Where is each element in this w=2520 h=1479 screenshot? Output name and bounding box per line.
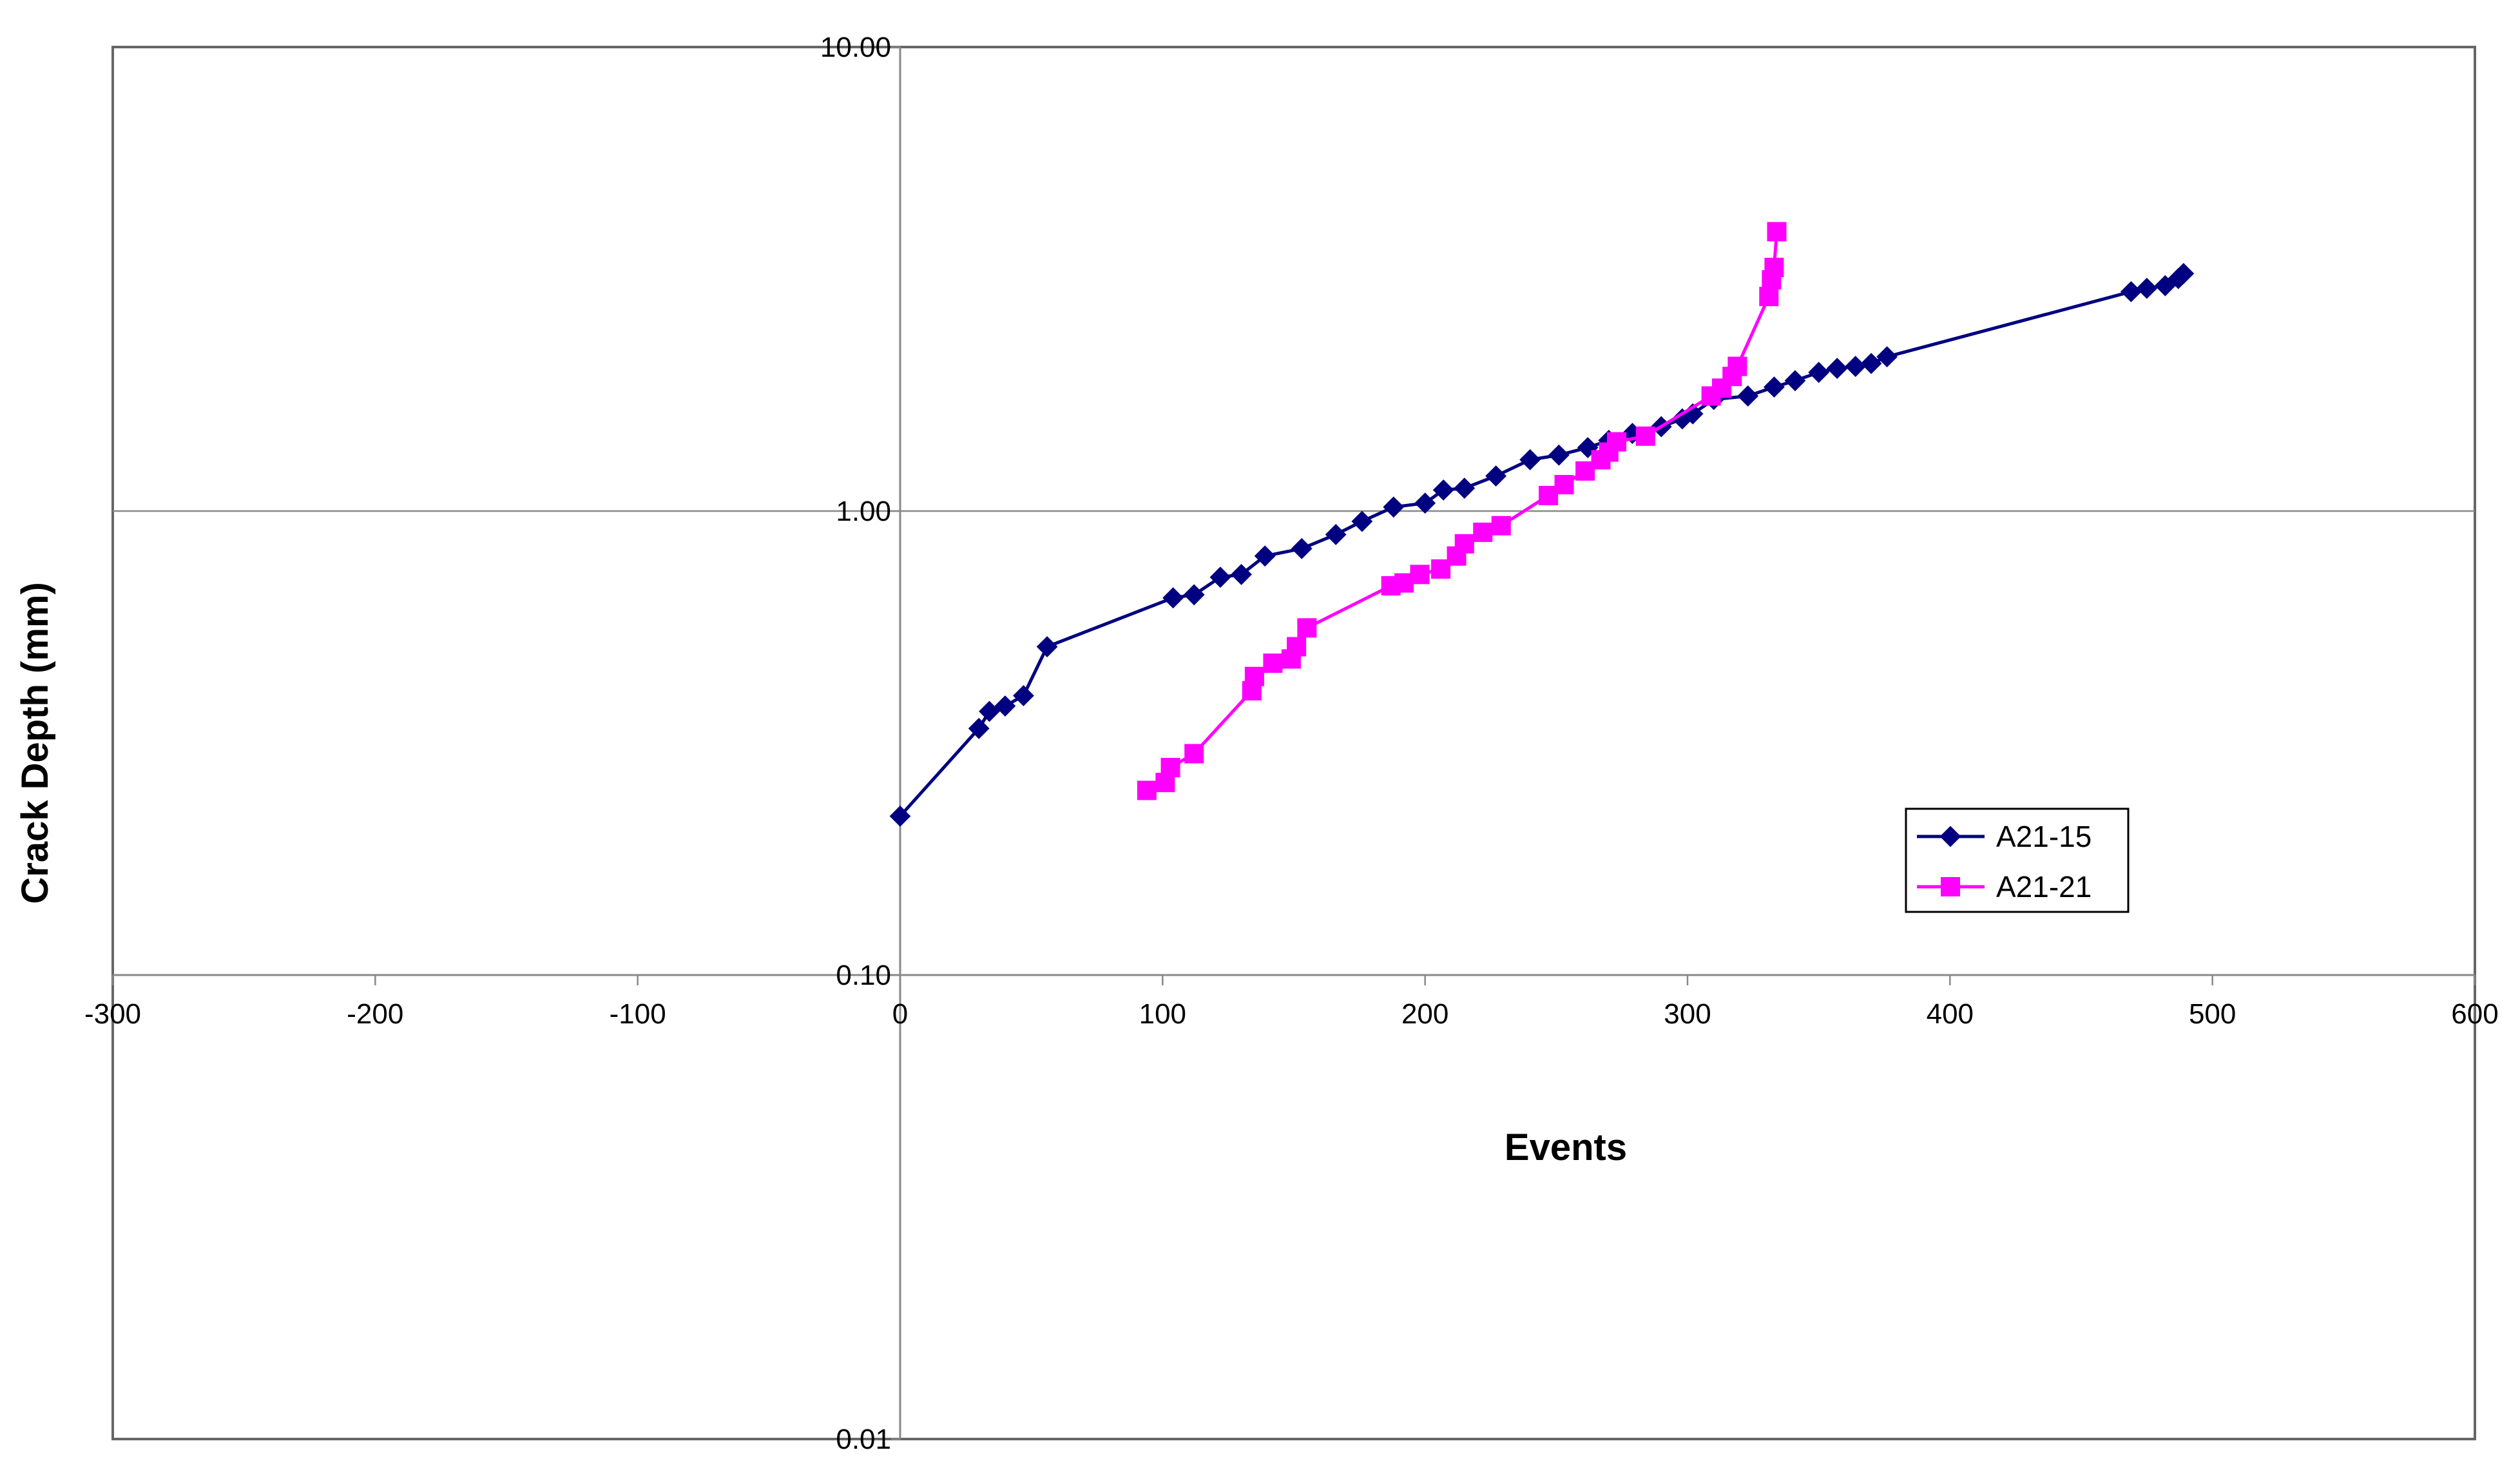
data-point: [1209, 566, 1231, 588]
data-point: [1263, 653, 1283, 673]
data-point: [1539, 485, 1559, 505]
data-point: [1808, 362, 1830, 383]
data-point: [2173, 263, 2195, 284]
data-point: [2136, 277, 2158, 299]
data-point: [1454, 478, 1476, 499]
data-point: [1325, 524, 1347, 545]
data-point: [1432, 479, 1454, 501]
data-point: [994, 695, 1016, 717]
x-tick-label: 0: [892, 998, 908, 1030]
data-point: [1162, 587, 1184, 609]
x-tick-label: 100: [1139, 998, 1186, 1030]
x-tick-label: 200: [1401, 998, 1448, 1030]
data-point: [1383, 496, 1405, 518]
plot-area: [111, 46, 2476, 1440]
data-point: [889, 806, 911, 827]
legend-entry: A21-21: [1917, 870, 2092, 904]
data-point: [1291, 537, 1313, 559]
data-point: [1764, 257, 1784, 277]
data-point: [1184, 744, 1204, 764]
x-tick-label: 500: [2189, 998, 2236, 1030]
data-point: [1491, 516, 1511, 536]
data-point: [1454, 534, 1474, 554]
data-point: [968, 717, 990, 739]
series-A21-21: [1137, 222, 1787, 800]
data-point: [979, 701, 1000, 722]
data-point: [1826, 358, 1848, 380]
data-point: [1711, 378, 1731, 398]
data-point: [1764, 376, 1785, 398]
data-point: [1183, 584, 1205, 606]
y-tick-labels: 0.01 0.10 1.00 10.00: [820, 32, 891, 1455]
data-point: [1351, 510, 1373, 532]
data-point: [1548, 444, 1570, 466]
data-point: [1160, 758, 1180, 778]
x-axis-title: Events: [1505, 1126, 1627, 1168]
data-point: [1410, 565, 1430, 585]
x-tick-label: -300: [84, 998, 141, 1030]
data-point: [1575, 461, 1595, 481]
legend-entry: A21-15: [1917, 820, 2092, 853]
y-axis-title: Crack Depth (mm): [14, 582, 56, 904]
legend-label: A21-15: [1996, 820, 2092, 853]
axes: [111, 46, 2476, 1440]
x-tick-label: 600: [2451, 998, 2498, 1030]
data-point: [1137, 780, 1157, 800]
x-tick-label: -100: [610, 998, 666, 1030]
x-tick-label: 400: [1927, 998, 1974, 1030]
legend-marker: [1941, 877, 1960, 896]
data-point: [1013, 685, 1034, 706]
data-point: [1414, 492, 1436, 514]
legend-label: A21-21: [1996, 870, 2092, 904]
data-point: [1473, 522, 1493, 542]
y-tick-label: 10.00: [820, 32, 891, 63]
data-point: [1036, 636, 1058, 657]
legend-items: A21-15 A21-21: [1917, 820, 2092, 904]
y-tick-label: 0.01: [836, 1424, 891, 1455]
data-point: [1784, 370, 1806, 392]
data-point: [1876, 346, 1898, 368]
x-tick-label: 300: [1664, 998, 1711, 1030]
legend-marker: [1939, 826, 1961, 847]
data-point: [1635, 426, 1655, 446]
data-point: [1244, 666, 1264, 686]
data-point: [1767, 222, 1787, 242]
data-point: [1485, 465, 1507, 487]
data-point: [1297, 618, 1317, 638]
data-point: [1727, 356, 1747, 376]
x-tick-labels: -300 -200 -100 0 100 200 300 400 500 600: [84, 998, 2499, 1030]
data-point: [1554, 475, 1574, 495]
data-point: [1607, 432, 1627, 452]
data-point: [1254, 545, 1276, 567]
data-point: [1519, 449, 1541, 470]
data-point: [1737, 385, 1759, 407]
series-A21-15: [889, 263, 2195, 827]
x-tick-label: -200: [347, 998, 403, 1030]
legend: A21-15 A21-21: [1905, 807, 2130, 913]
data-point: [1231, 563, 1252, 585]
y-tick-label: 0.10: [836, 960, 891, 991]
data-point: [1759, 287, 1779, 307]
series-layer: [889, 222, 2195, 827]
data-point: [1287, 637, 1307, 657]
data-point: [1860, 353, 1882, 374]
data-point: [1431, 559, 1451, 579]
y-tick-label: 1.00: [836, 496, 891, 527]
